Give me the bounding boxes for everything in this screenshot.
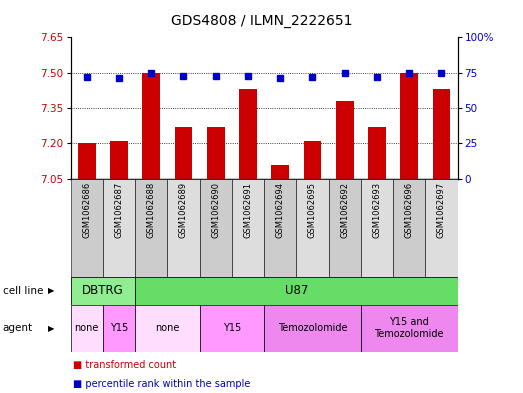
Bar [135, 179, 167, 277]
Bar [264, 305, 361, 352]
Bar [239, 89, 257, 179]
Bar [368, 127, 386, 179]
Bar [135, 277, 458, 305]
Bar [336, 101, 354, 179]
Text: GSM1062688: GSM1062688 [147, 182, 156, 238]
Text: GSM1062690: GSM1062690 [211, 182, 220, 238]
Text: GDS4808 / ILMN_2222651: GDS4808 / ILMN_2222651 [170, 14, 353, 28]
Text: GSM1062687: GSM1062687 [115, 182, 123, 238]
Bar [207, 127, 224, 179]
Text: agent: agent [3, 323, 33, 333]
Text: ▶: ▶ [48, 286, 54, 295]
Bar [142, 73, 160, 179]
Bar [103, 179, 135, 277]
Bar [110, 141, 128, 179]
Text: Y15 and
Temozolomide: Y15 and Temozolomide [374, 318, 444, 339]
Bar [167, 179, 200, 277]
Bar [433, 89, 450, 179]
Text: DBTRG: DBTRG [82, 284, 124, 298]
Text: cell line: cell line [3, 286, 43, 296]
Bar [425, 179, 458, 277]
Bar [232, 179, 264, 277]
Bar [175, 127, 192, 179]
Bar [328, 179, 361, 277]
Text: U87: U87 [285, 284, 308, 298]
Bar [264, 179, 297, 277]
Bar [200, 179, 232, 277]
Bar [361, 179, 393, 277]
Bar [71, 179, 103, 277]
Text: Y15: Y15 [223, 323, 241, 333]
Bar [401, 73, 418, 179]
Text: GSM1062691: GSM1062691 [244, 182, 253, 238]
Bar [304, 141, 321, 179]
Text: none: none [75, 323, 99, 333]
Bar [361, 305, 458, 352]
Bar [297, 179, 328, 277]
Bar [135, 305, 200, 352]
Bar [271, 165, 289, 179]
Bar [200, 305, 264, 352]
Text: GSM1062693: GSM1062693 [372, 182, 381, 238]
Bar [71, 305, 103, 352]
Bar [393, 179, 425, 277]
Bar [71, 277, 135, 305]
Text: GSM1062696: GSM1062696 [405, 182, 414, 238]
Text: Y15: Y15 [110, 323, 128, 333]
Text: GSM1062695: GSM1062695 [308, 182, 317, 238]
Text: ▶: ▶ [48, 324, 54, 332]
Bar [78, 143, 96, 179]
Text: GSM1062686: GSM1062686 [82, 182, 91, 238]
Text: none: none [155, 323, 179, 333]
Text: Temozolomide: Temozolomide [278, 323, 347, 333]
Text: GSM1062692: GSM1062692 [340, 182, 349, 238]
Text: GSM1062697: GSM1062697 [437, 182, 446, 238]
Text: GSM1062694: GSM1062694 [276, 182, 285, 238]
Bar [103, 305, 135, 352]
Text: ■ percentile rank within the sample: ■ percentile rank within the sample [73, 379, 251, 389]
Text: GSM1062689: GSM1062689 [179, 182, 188, 238]
Text: ■ transformed count: ■ transformed count [73, 360, 176, 369]
